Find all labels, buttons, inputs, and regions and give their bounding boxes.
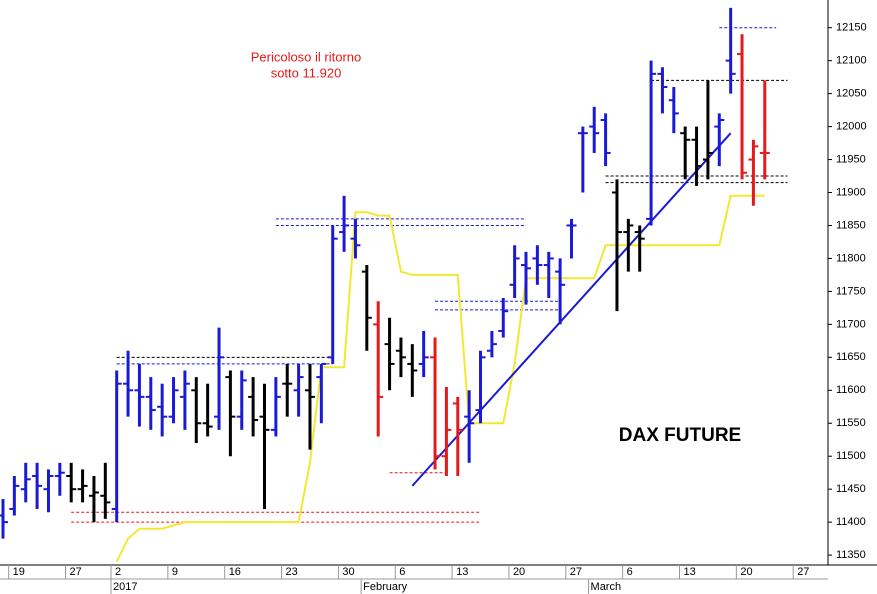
period-label: February [363,581,408,593]
x-tick-label: 16 [229,566,241,578]
y-tick-label: 12000 [836,120,867,132]
y-tick-label: 11450 [836,483,866,495]
y-tick-label: 11550 [836,417,866,429]
chart-title: DAX FUTURE [619,425,741,446]
y-tick-label: 11400 [836,516,866,528]
y-tick-label: 11350 [836,549,866,561]
x-tick-label: 13 [684,566,696,578]
y-tick-label: 11500 [836,450,866,462]
period-label: March [591,581,622,593]
x-tick-label: 23 [286,566,298,578]
x-tick-label: 9 [172,566,178,578]
x-tick-label: 6 [627,566,633,578]
y-tick-label: 11750 [836,285,866,297]
y-tick-label: 11950 [836,153,866,165]
stop-line [115,194,765,563]
y-tick-label: 11600 [836,384,866,396]
period-label: 2017 [113,581,137,593]
x-tick-label: 30 [342,566,354,578]
y-tick-label: 11800 [836,252,866,264]
x-tick-label: 20 [513,566,525,578]
annotation: Pericoloso il ritorno [251,49,362,64]
y-tick-label: 12050 [836,88,867,100]
x-tick-label: 27 [797,566,809,578]
y-tick-label: 11650 [836,351,866,363]
x-tick-label: 27 [570,566,582,578]
x-tick-label: 2 [115,566,121,578]
x-tick-label: 27 [70,566,82,578]
x-tick-label: 13 [456,566,468,578]
x-tick-label: 6 [399,566,405,578]
x-tick-label: 20 [740,566,752,578]
y-tick-label: 12100 [836,55,867,67]
x-tick-label: 19 [13,566,25,578]
y-tick-label: 11850 [836,219,866,231]
y-tick-label: 11900 [836,186,866,198]
y-tick-label: 12150 [836,22,867,34]
annotation: sotto 11.920 [271,65,342,80]
y-tick-label: 11700 [836,318,866,330]
trendline [411,132,732,487]
